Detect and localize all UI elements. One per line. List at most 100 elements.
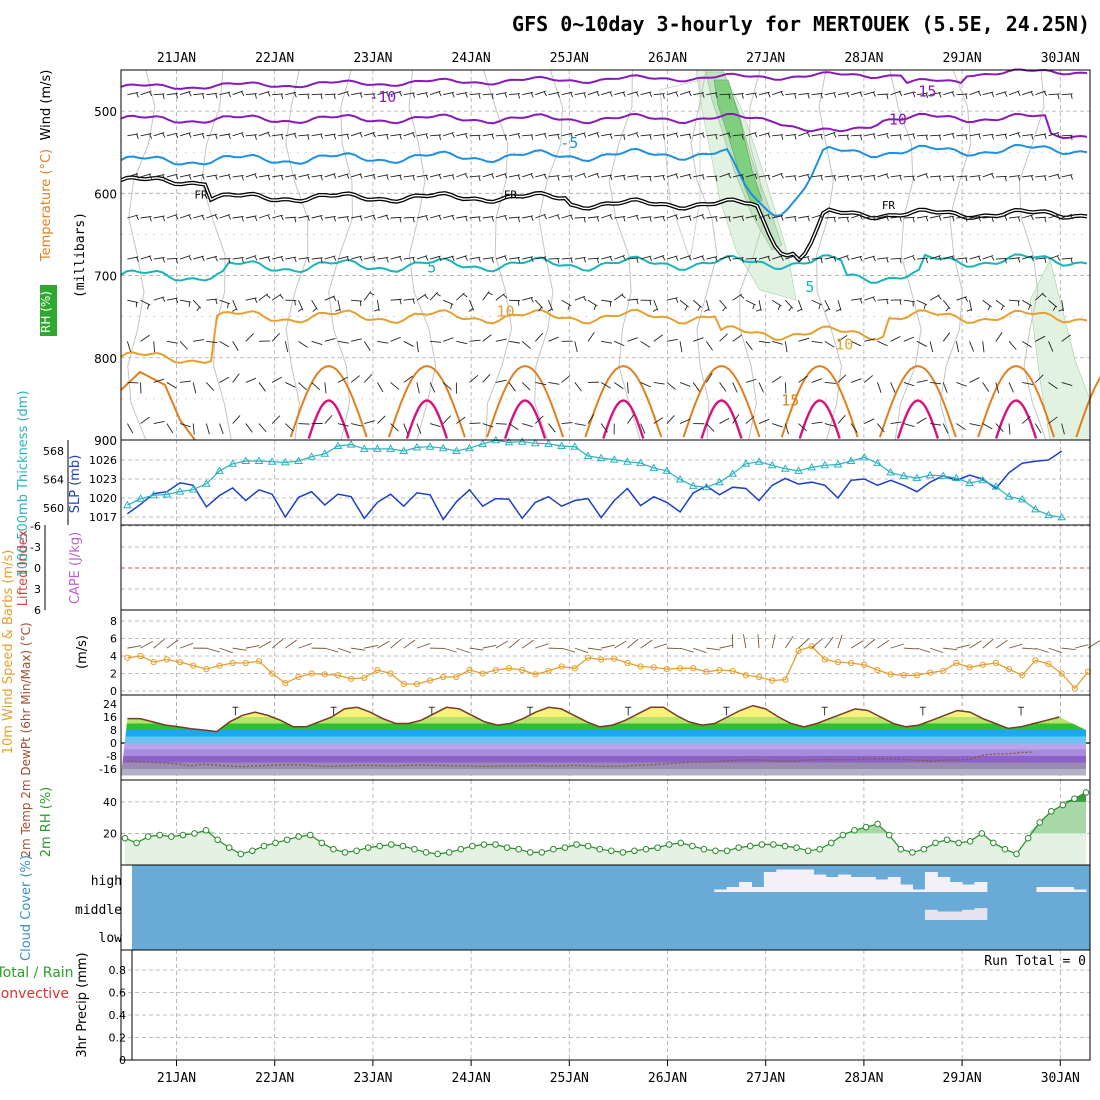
wind-barb: [614, 174, 626, 178]
ylabel-wind10: 10m Wind Speed & Barbs (m/s): [1, 550, 16, 755]
wind10-point: [216, 662, 223, 669]
x-tick-top: 29JAN: [943, 51, 982, 66]
wind-barb: [522, 256, 533, 260]
wind-barb-tick: [623, 134, 626, 140]
rh2m-point: [862, 823, 870, 831]
wind-barb: [390, 133, 402, 137]
wind-barb: [943, 255, 954, 260]
wind-barb-tick: [886, 133, 889, 139]
wind-barb-tick: [227, 214, 232, 220]
wind-barb-tick: [925, 135, 928, 141]
rh2m-point: [874, 820, 881, 828]
x-tick-top: 22JAN: [255, 51, 294, 66]
cloud-high-cell: [962, 884, 975, 892]
wind-barb: [456, 172, 467, 178]
wind-barb-tick: [228, 258, 231, 264]
wind-barb: [956, 216, 968, 219]
wind10-barb: [456, 647, 470, 654]
wind-barb-tick: [1044, 134, 1047, 140]
x-tick-bottom: 28JAN: [844, 1071, 883, 1086]
wind-barb-tick: [621, 294, 626, 299]
wind-barb-tick: [777, 305, 781, 310]
rh2m-fill: [125, 792, 1086, 865]
tick-label: -8: [106, 750, 117, 763]
wind-barb-tick: [567, 304, 571, 310]
wind-barb: [758, 255, 770, 260]
wind-barb-tick: [135, 173, 140, 179]
wind-barb-tick: [294, 174, 297, 180]
rh2m-point: [156, 831, 164, 839]
wind-barb-tick: [530, 256, 534, 262]
wind10-point: [1071, 685, 1078, 692]
wind-barb: [324, 415, 333, 424]
wind-barb: [574, 92, 586, 96]
rh2m-point: [770, 841, 777, 848]
wind10-point: [611, 655, 618, 662]
wind-barb: [706, 175, 718, 178]
wind-barb: [298, 340, 308, 348]
wind-barb: [640, 175, 652, 178]
wind10-barb: [271, 638, 284, 649]
wind-barb: [1022, 133, 1034, 137]
wind-barb: [429, 255, 441, 260]
wind-barb: [772, 340, 783, 345]
wind10-barb: [535, 643, 549, 649]
wind-barb-tick: [241, 132, 245, 138]
rh2m-point: [237, 850, 245, 858]
wind-barb: [377, 174, 389, 178]
wind-barb-tick: [965, 257, 968, 263]
wind-barb-tick: [583, 92, 587, 98]
wind-barb: [758, 418, 770, 424]
wind-barb: [166, 92, 178, 96]
ylabel-li: Lifted Index: [16, 529, 31, 606]
rh2m-point: [1001, 845, 1009, 853]
wind-barb: [469, 216, 481, 219]
wind-barb-tick: [478, 175, 481, 181]
wind-barb: [443, 214, 454, 219]
thickness-point: [373, 444, 382, 452]
thickness-point: [215, 466, 224, 474]
wind-barb: [390, 255, 402, 260]
x-tick-bottom: 22JAN: [255, 1071, 294, 1086]
wind-barb: [416, 293, 427, 301]
wind-barb: [153, 257, 165, 260]
wind-barb: [416, 341, 419, 353]
wind10-point: [242, 659, 249, 667]
wind-barb: [127, 256, 139, 260]
wind-barb-tick: [649, 256, 653, 262]
wind-barb: [324, 133, 336, 137]
wind-barb-tick: [267, 91, 271, 97]
contour-label: -10: [369, 88, 396, 106]
wind-barb-tick: [468, 308, 474, 312]
wind-barb-tick: [399, 134, 402, 140]
wind-barb-tick: [846, 135, 849, 141]
wind-barb-tick: [688, 91, 692, 97]
wind-barb-tick: [451, 215, 455, 221]
wind-barb: [561, 132, 573, 137]
wind-barb-tick: [1030, 256, 1034, 261]
ylabel-precip: 3hr Precip (mm): [75, 952, 90, 1057]
wind-barb: [771, 376, 782, 383]
isotherm-m15: [120, 68, 1088, 90]
wind-barb: [653, 300, 659, 311]
wind-barb-tick: [1031, 175, 1034, 181]
wind-barb-tick: [175, 258, 178, 264]
ylabel-wind: Wind (m/s): [39, 70, 54, 141]
wind-barb-tick: [609, 256, 613, 262]
wind-barb-tick: [912, 217, 915, 223]
wind10-barb: [153, 638, 165, 649]
x-tick-top: 27JAN: [746, 51, 785, 66]
wind-barb-tick: [1004, 258, 1007, 264]
rh2m-point: [1071, 795, 1078, 803]
wind-barb-tick: [530, 173, 534, 179]
wind-barb-tick: [662, 134, 665, 140]
wind-barb: [258, 174, 270, 178]
wind-barb: [574, 132, 586, 137]
wind-barb: [429, 291, 438, 301]
wind-barb: [416, 92, 428, 96]
rh2m-point: [689, 842, 696, 850]
rh2m-point: [480, 841, 488, 848]
wind-barb: [245, 134, 257, 137]
wind-barb-tick: [436, 293, 441, 297]
